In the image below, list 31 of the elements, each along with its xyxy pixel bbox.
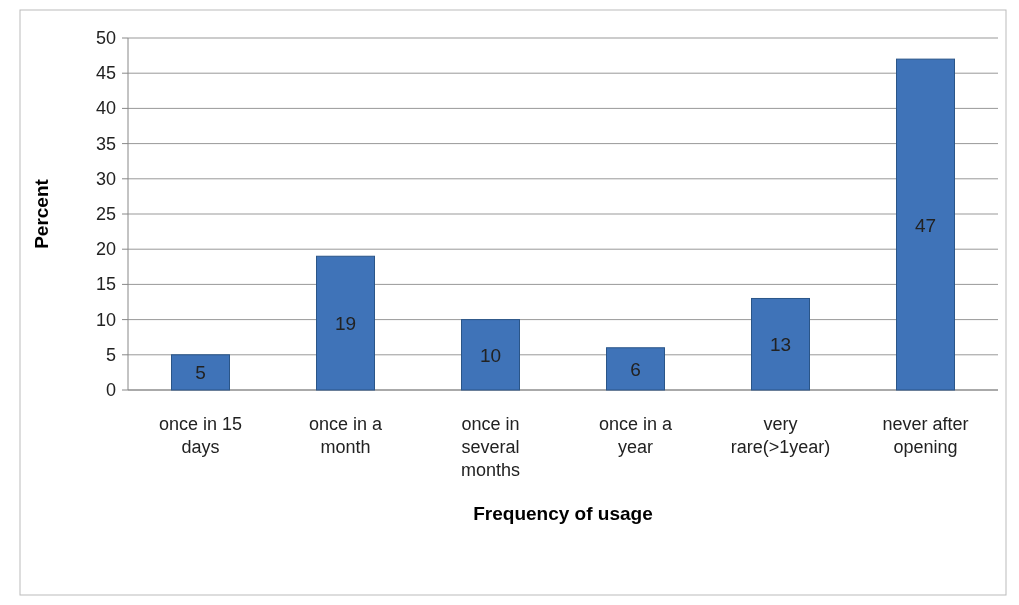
data-label: 10 [479, 344, 502, 366]
y-tick-label: 20 [95, 239, 116, 260]
y-axis-title: Percent [31, 178, 52, 249]
data-label: 13 [769, 334, 792, 356]
bar [896, 58, 955, 391]
y-tick-label: 25 [95, 204, 116, 224]
bar [461, 319, 520, 391]
x-tick-label: very rare(>1year) [730, 414, 831, 457]
data-label: 5 [195, 362, 206, 384]
y-tick-label: 10 [95, 309, 116, 330]
x-tick-label: once in several months [460, 414, 521, 480]
bar [751, 297, 810, 391]
y-tick-label: 50 [95, 28, 116, 48]
x-tick-label: once in a month [308, 414, 384, 457]
y-tick-label: 30 [95, 168, 116, 189]
y-tick-label: 35 [95, 133, 116, 154]
x-tick-label: once in a year [598, 414, 674, 457]
data-label: 19 [334, 313, 357, 335]
bar [606, 347, 665, 391]
y-tick-label: 0 [105, 380, 116, 400]
y-tick-label: 40 [95, 98, 116, 119]
y-tick-label: 45 [95, 63, 116, 84]
data-label: 6 [630, 358, 641, 380]
x-axis-title: Frequency of usage [473, 503, 653, 524]
y-tick-label: 15 [95, 274, 116, 295]
x-tick-label: once in 15 days [158, 414, 243, 457]
y-tick-label: 5 [105, 344, 116, 365]
data-label: 47 [914, 214, 937, 236]
bar [171, 354, 230, 391]
bar [316, 255, 375, 391]
x-tick-label: never after opening [882, 414, 969, 457]
